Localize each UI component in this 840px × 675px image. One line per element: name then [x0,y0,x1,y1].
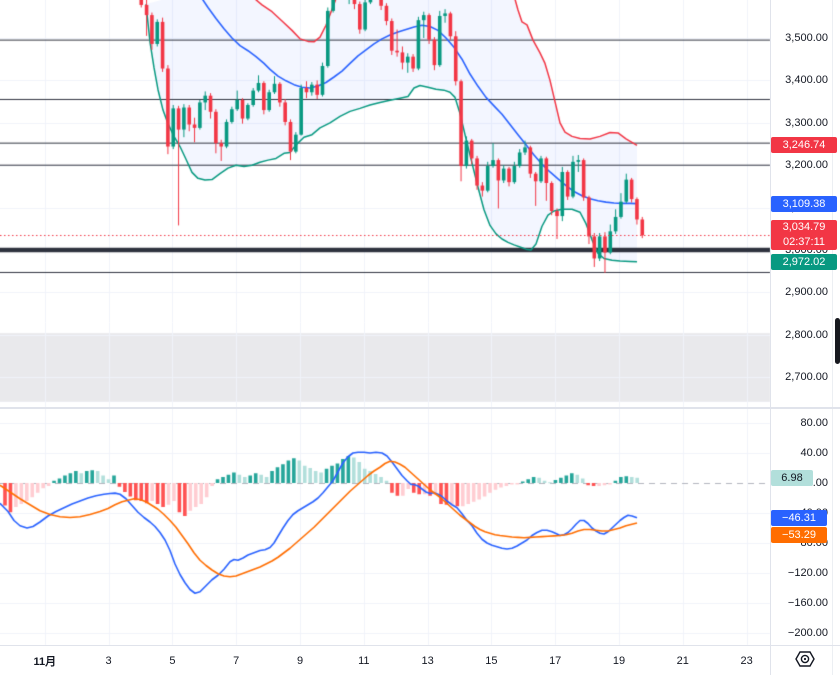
time-axis-label: 15 [485,655,498,667]
chart-settings-icon[interactable] [793,648,817,670]
scrollbar-track-border [832,0,833,675]
basis-price-badge: 3,109.38 [771,195,837,212]
time-axis-label: 11 [358,655,370,667]
bar-close-countdown: 02:37:11 [782,236,825,249]
price-axis-border [770,0,771,675]
lower-band-price-badge: 2,972.02 [771,253,837,270]
last-price-countdown-badge: 3,034.79 02:37:11 [771,220,837,251]
macd-line-value-badge: −46.31 [771,509,827,526]
pane-separator[interactable] [0,407,840,409]
scrollbar-thumb[interactable] [835,318,840,364]
time-axis-label: 5 [169,655,176,667]
time-axis-label: 3 [105,655,112,667]
time-axis-label: 17 [549,655,562,667]
upper-band-price-badge: 3,246.74 [771,137,837,154]
time-axis-label: 23 [740,655,753,667]
last-price: 3,034.79 [782,221,826,234]
time-axis-label: 21 [676,655,689,667]
macd-histogram-value-badge: 6.98 [771,469,813,486]
time-axis-label: 7 [233,655,240,667]
time-axis-label: 9 [296,655,304,667]
time-axis-label: 13 [421,655,434,667]
time-axis-border [0,645,840,646]
signal-line-value-badge: −53.29 [771,526,827,543]
time-axis-label: 11月 [33,656,57,668]
time-axis-label: 19 [612,655,626,667]
